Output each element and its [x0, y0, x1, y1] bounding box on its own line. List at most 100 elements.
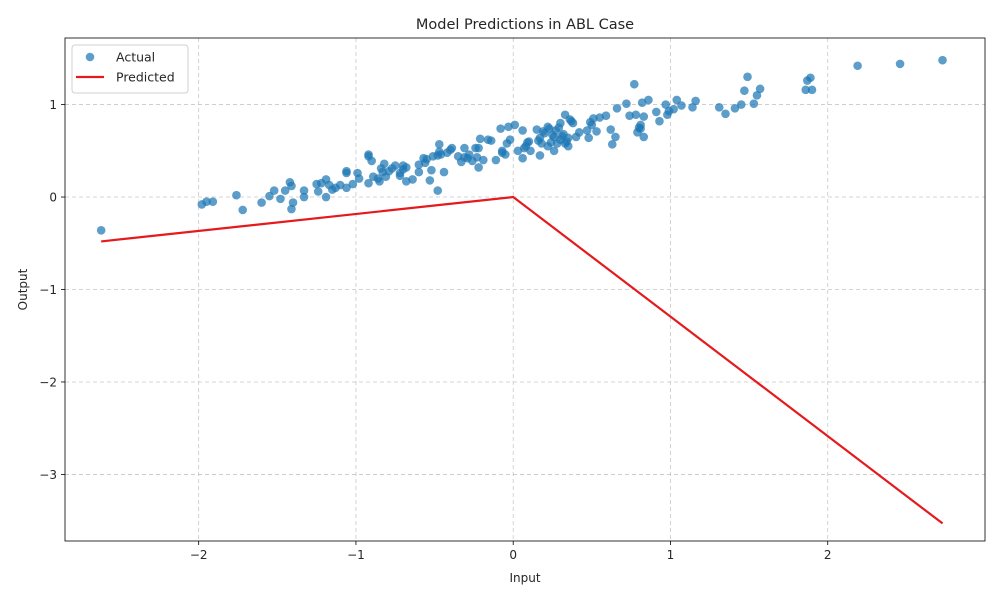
actual-point [714, 103, 724, 112]
actual-point [299, 186, 309, 195]
y-tick-label: 0 [49, 191, 57, 205]
actual-point [755, 84, 765, 94]
actual-point [669, 104, 678, 114]
actual-point [606, 125, 616, 134]
x-tick-label: 1 [667, 548, 675, 562]
actual-point [257, 198, 266, 207]
chart-title: Model Predictions in ABL Case [416, 17, 634, 33]
actual-point [556, 118, 565, 128]
actual-point [622, 99, 631, 108]
actual-point [447, 143, 457, 153]
actual-point [232, 190, 241, 200]
actual-point [625, 111, 634, 120]
actual-point [479, 155, 488, 165]
actual-point [433, 186, 443, 195]
legend-actual-marker [85, 52, 95, 62]
actual-point [287, 181, 296, 191]
actual-point [348, 179, 358, 189]
actual-point [280, 186, 290, 195]
actual-point [299, 192, 309, 202]
actual-point [96, 226, 106, 235]
actual-point [629, 79, 639, 89]
actual-point [464, 150, 474, 159]
actual-point [563, 133, 573, 143]
actual-point [276, 194, 285, 204]
legend-box [71, 44, 189, 94]
actual-point [208, 197, 218, 206]
actual-point [460, 143, 469, 153]
actual-point [655, 116, 664, 126]
legend: Actual Predicted [71, 44, 189, 94]
actual-point [568, 118, 578, 128]
actual-point [749, 99, 759, 108]
actual-point [549, 146, 559, 156]
y-axis-title: Output [16, 268, 30, 310]
actual-point [474, 163, 483, 172]
actual-point [736, 100, 746, 109]
actual-point [395, 171, 405, 181]
actual-point [434, 140, 444, 149]
actual-point [354, 174, 364, 183]
actual-point [688, 103, 697, 112]
actual-point [510, 120, 520, 130]
actual-point [636, 120, 645, 130]
actual-point [287, 204, 296, 214]
actual-point [644, 95, 653, 105]
grid [65, 38, 985, 541]
actual-point [587, 120, 597, 130]
actual-point [425, 176, 435, 185]
actual-point [427, 165, 436, 175]
actual-point [721, 109, 730, 119]
axis-ticks: −2 −1 0 1 2 −3 −2 −1 0 1 [39, 98, 831, 562]
actual-point [491, 155, 501, 165]
actual-point [518, 153, 527, 163]
actual-point [414, 167, 424, 177]
actual-point [342, 166, 351, 176]
legend-actual-label: Actual [116, 50, 155, 65]
actual-point [439, 167, 449, 177]
actual-point [269, 186, 279, 195]
actual-point [496, 124, 505, 133]
x-tick-label: −1 [347, 548, 365, 562]
actual-point [375, 177, 384, 186]
actual-point [652, 107, 661, 117]
actual-point [390, 161, 400, 170]
actual-point [238, 205, 248, 215]
actual-point [584, 133, 593, 143]
actual-point [631, 110, 641, 120]
actual-point [202, 197, 211, 206]
actual-point [321, 192, 331, 202]
x-axis-title: Input [509, 571, 540, 585]
actual-point [807, 85, 817, 95]
actual-point [474, 143, 483, 153]
actual-point [601, 111, 611, 120]
actual-point [526, 146, 535, 156]
actual-point [752, 91, 762, 100]
actual-point [895, 59, 905, 69]
actual-point [612, 103, 622, 113]
actual-point [691, 96, 700, 106]
actual-point [592, 127, 601, 136]
actual-point [801, 85, 811, 95]
actual-point [367, 156, 376, 166]
actual-point [364, 178, 373, 188]
actual-point [535, 151, 545, 160]
actual-point [524, 137, 534, 146]
actual-point [743, 72, 752, 82]
actual-point [408, 175, 417, 184]
actual-point [611, 132, 620, 142]
x-tick-label: −2 [190, 548, 208, 562]
actual-point [661, 100, 671, 109]
actual-point [518, 126, 527, 135]
predicted-line [101, 195, 944, 525]
actual-point [486, 136, 496, 145]
actual-point [475, 134, 485, 144]
y-tick-label: 1 [49, 98, 57, 112]
actual-point [401, 163, 411, 172]
actual-point [853, 61, 862, 71]
actual-point [639, 132, 649, 142]
actual-point [677, 101, 686, 110]
actual-point [574, 128, 584, 137]
y-tick-label: −3 [39, 468, 57, 482]
